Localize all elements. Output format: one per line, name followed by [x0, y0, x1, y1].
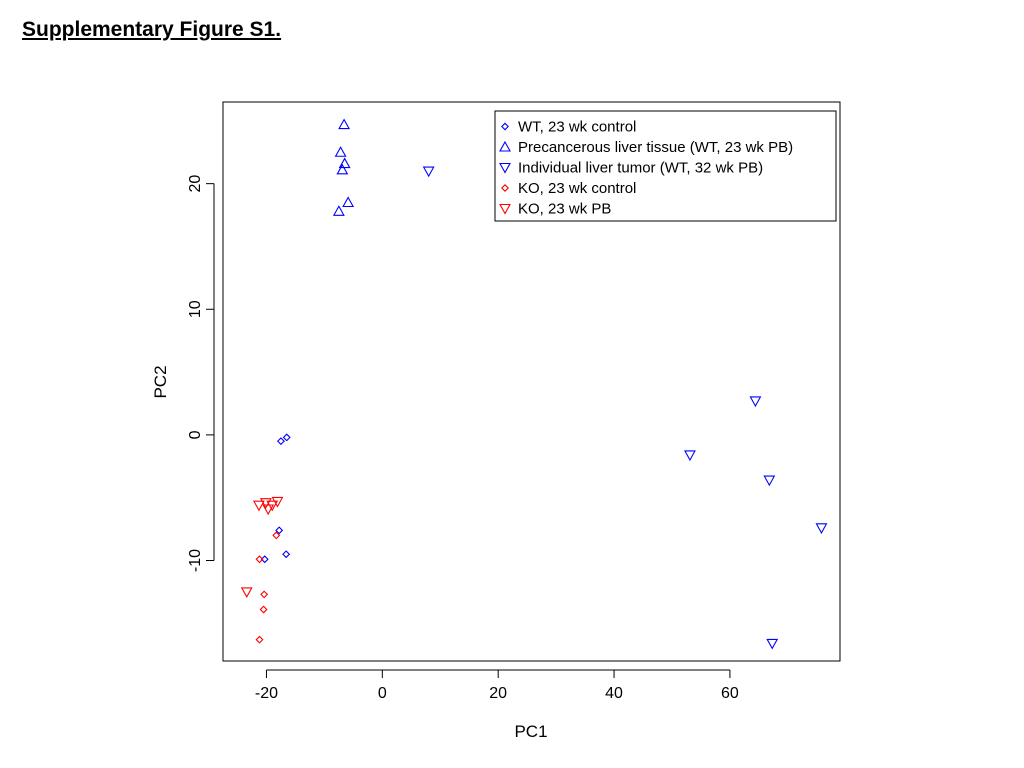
data-point-series-4 — [272, 531, 281, 540]
legend-marker — [499, 203, 511, 215]
data-point-series-2 — [338, 157, 351, 169]
legend-label: WT, 23 wk control — [518, 119, 636, 136]
data-point-series-5 — [266, 500, 279, 512]
legend-label: KO, 23 wk control — [518, 180, 636, 197]
data-point-series-3 — [763, 475, 776, 487]
data-points — [240, 118, 828, 650]
y-axis-label: PC2 — [151, 365, 170, 398]
data-point-series-3 — [815, 523, 828, 534]
legend-label: KO, 23 wk PB — [518, 201, 611, 218]
legend-label: Precancerous liver tissue (WT, 23 wk PB) — [518, 139, 793, 156]
data-point-series-1 — [282, 433, 291, 442]
legend-label: Individual liver tumor (WT, 32 wk PB) — [518, 160, 763, 177]
x-axis: -20 0 20 40 60 — [255, 669, 739, 702]
data-point-series-2 — [342, 196, 355, 208]
legend-marker — [501, 122, 509, 131]
data-point-series-2 — [334, 146, 347, 157]
x-tick-label: 20 — [489, 685, 507, 702]
data-point-series-3 — [684, 450, 696, 462]
data-point-series-4 — [260, 590, 269, 599]
x-tick-label: -20 — [255, 685, 278, 702]
data-point-series-1 — [276, 437, 285, 446]
figure-title: Supplementary Figure S1. — [22, 18, 282, 41]
data-point-series-3 — [749, 396, 762, 408]
y-tick-label: 20 — [187, 175, 204, 193]
data-point-series-5 — [252, 500, 265, 512]
data-point-series-3 — [766, 638, 779, 650]
legend-marker — [501, 184, 509, 192]
data-point-series-1 — [275, 526, 284, 535]
data-point-series-5 — [271, 496, 284, 508]
plot-area — [222, 101, 841, 662]
data-point-series-5 — [240, 587, 253, 599]
data-point-series-4 — [259, 605, 268, 614]
legend-box — [494, 110, 837, 222]
y-tick-label: -10 — [187, 549, 204, 572]
legend: WT, 23 wk control Precancerous liver tiss… — [494, 110, 837, 222]
data-point-series-4 — [255, 555, 264, 564]
data-point-series-1 — [260, 555, 269, 564]
legend-marker — [499, 162, 511, 174]
data-point-series-2 — [336, 163, 349, 175]
data-point-series-5 — [262, 504, 275, 516]
data-point-series-2 — [338, 118, 351, 130]
legend-marker — [499, 140, 511, 152]
x-axis-label: PC1 — [514, 722, 547, 741]
data-point-series-3 — [422, 166, 435, 178]
data-point-series-1 — [282, 550, 291, 559]
x-tick-label: 40 — [605, 685, 623, 702]
y-axis: -10 0 10 20 — [187, 175, 215, 572]
y-tick-label: 10 — [187, 300, 204, 318]
plot-border — [222, 101, 841, 662]
y-tick-label: 0 — [187, 430, 204, 439]
data-point-series-4 — [255, 635, 264, 644]
x-tick-label: 0 — [378, 685, 387, 702]
x-tick-label: 60 — [721, 685, 739, 702]
data-point-series-2 — [332, 205, 345, 216]
